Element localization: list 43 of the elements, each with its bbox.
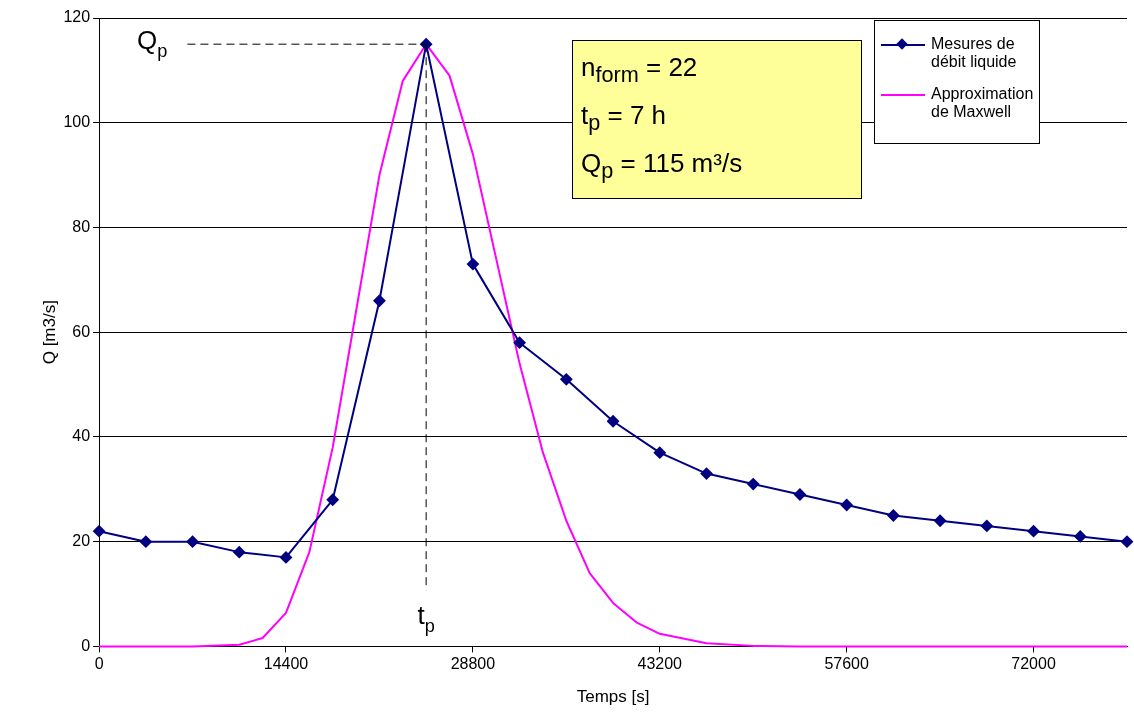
y-axis-title: Q [m3/s] bbox=[39, 300, 59, 365]
x-tick-label: 0 bbox=[94, 655, 104, 673]
point bbox=[373, 294, 386, 307]
point bbox=[560, 373, 573, 386]
point bbox=[934, 514, 947, 527]
point bbox=[186, 535, 199, 548]
point bbox=[233, 546, 246, 559]
point bbox=[793, 488, 806, 501]
x-tick-label: 72000 bbox=[1011, 655, 1056, 673]
note-box: n$_{form}$ = 22 t$_{p}$ = 7 h Q$_{p}$ = 115 m³/s bbox=[572, 40, 862, 199]
point bbox=[653, 446, 666, 459]
point bbox=[980, 519, 993, 532]
x-tick-label: 57600 bbox=[824, 655, 870, 673]
x-axis-title: Temps [s] bbox=[576, 687, 650, 707]
annotation: n$_{form}$ = 22 bbox=[581, 51, 699, 90]
point bbox=[887, 509, 900, 522]
point bbox=[326, 493, 339, 506]
y-tick-label: 40 bbox=[72, 427, 91, 445]
y-tick-label: 80 bbox=[72, 217, 91, 235]
x-tick-label: 14400 bbox=[263, 655, 309, 673]
x-tick-label: 43200 bbox=[637, 655, 683, 673]
y-tick-label: 60 bbox=[72, 322, 91, 340]
point bbox=[1121, 535, 1133, 548]
point bbox=[840, 499, 853, 512]
x-tick-label: 28800 bbox=[450, 655, 496, 673]
y-tick-label: 20 bbox=[72, 532, 91, 550]
point bbox=[466, 258, 479, 271]
legend-label: Mesures de débit liquide bbox=[931, 35, 1018, 71]
legend-label: Approximation de Maxwell bbox=[931, 85, 1034, 121]
annotation: t$_{p}$ = 7 h bbox=[581, 99, 668, 138]
point bbox=[93, 525, 106, 538]
annotation: Q$_{p}$ = 115 m³/s bbox=[581, 147, 744, 186]
y-tick-label: 0 bbox=[81, 636, 91, 654]
y-tick-label: 100 bbox=[63, 113, 91, 131]
point bbox=[139, 535, 152, 548]
point bbox=[513, 336, 526, 349]
point bbox=[1074, 530, 1087, 543]
point bbox=[747, 478, 760, 491]
point bbox=[279, 551, 292, 564]
y-tick-label: 120 bbox=[63, 8, 91, 26]
point bbox=[1027, 525, 1040, 538]
point bbox=[700, 467, 713, 480]
point bbox=[607, 415, 620, 428]
